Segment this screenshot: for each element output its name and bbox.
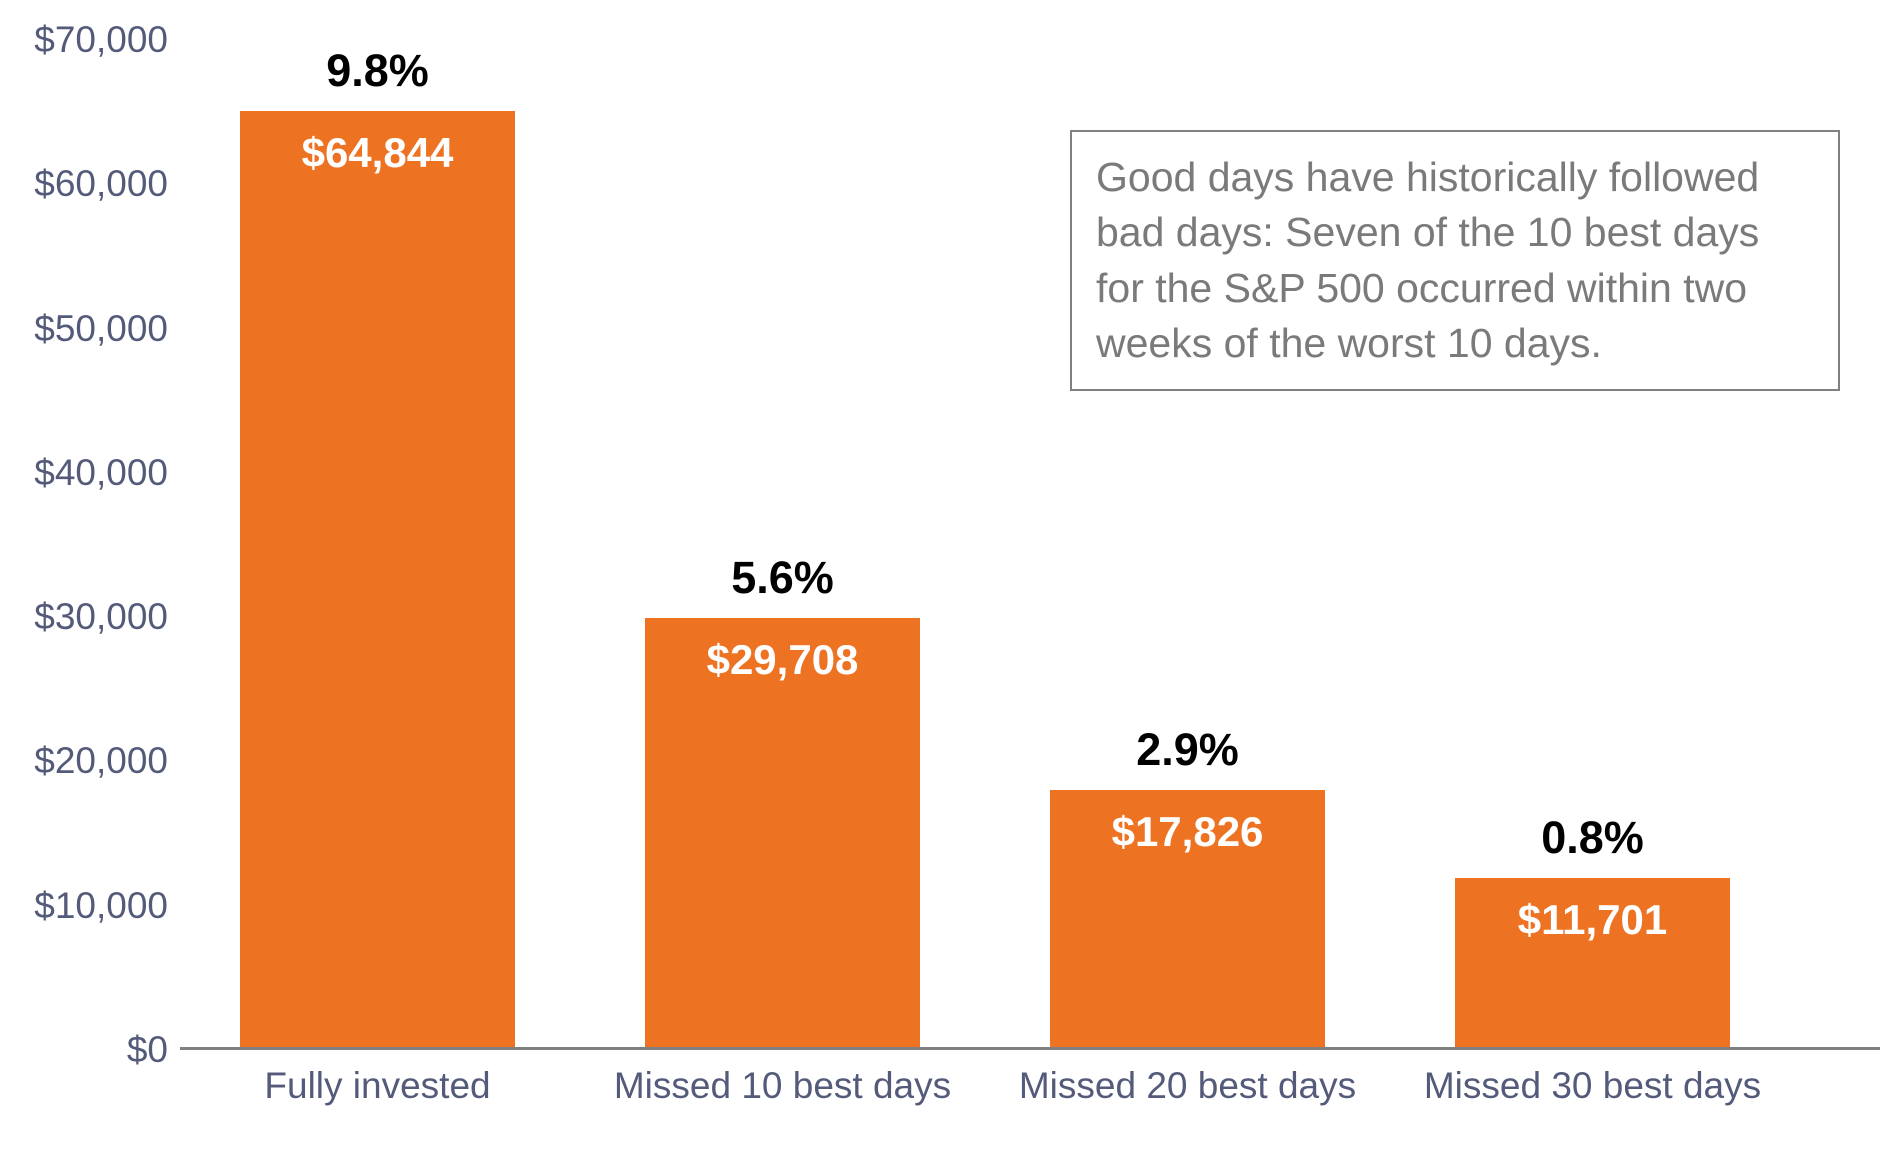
bar-value-label: $11,701	[1518, 896, 1668, 944]
bar-value-label: $17,826	[1112, 808, 1264, 856]
x-tick-label: Fully invested	[264, 1065, 490, 1107]
bar-percent-label: 9.8%	[326, 45, 429, 97]
plot-area: Good days have historically followed bad…	[180, 40, 1880, 1050]
x-tick-label: Missed 10 best days	[614, 1065, 951, 1107]
bar-percent-label: 5.6%	[731, 552, 834, 604]
bar: 5.6%$29,708	[645, 618, 920, 1047]
bar-percent-label: 2.9%	[1136, 724, 1239, 776]
y-tick-label: $20,000	[34, 740, 168, 782]
x-tick-label: Missed 30 best days	[1424, 1065, 1761, 1107]
bar: 9.8%$64,844	[240, 111, 515, 1047]
bar-percent-label: 0.8%	[1541, 812, 1644, 864]
bar-value-label: $64,844	[302, 129, 454, 177]
y-tick-label: $60,000	[34, 163, 168, 205]
callout-text: Good days have historically followed bad…	[1096, 154, 1759, 366]
y-tick-label: $70,000	[34, 19, 168, 61]
callout-box: Good days have historically followed bad…	[1070, 130, 1840, 391]
y-tick-label: $30,000	[34, 596, 168, 638]
y-axis: $0 $10,000 $20,000 $30,000 $40,000 $50,000 $60…	[0, 0, 180, 1153]
y-tick-label: $10,000	[34, 885, 168, 927]
bar: 0.8%$11,701	[1455, 878, 1730, 1047]
x-tick-label: Missed 20 best days	[1019, 1065, 1356, 1107]
y-tick-label: $40,000	[34, 452, 168, 494]
y-tick-label: $0	[127, 1029, 168, 1071]
y-tick-label: $50,000	[34, 308, 168, 350]
investment-returns-chart: $0 $10,000 $20,000 $30,000 $40,000 $50,000 $60…	[0, 0, 1904, 1153]
bar: 2.9%$17,826	[1050, 790, 1325, 1047]
bar-value-label: $29,708	[707, 636, 859, 684]
